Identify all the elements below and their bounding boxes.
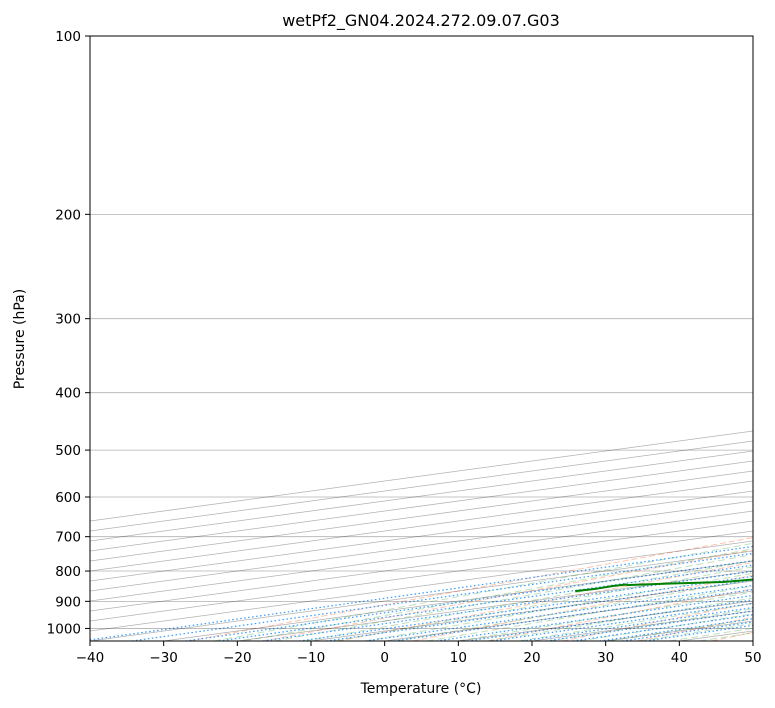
moist-adiabat bbox=[244, 548, 753, 641]
x-tick-label: 30 bbox=[597, 650, 614, 666]
pressure-grid bbox=[90, 36, 753, 629]
y-tick-label: 500 bbox=[55, 443, 81, 459]
mixing-ratio-line bbox=[90, 545, 753, 641]
mixing-ratio-line bbox=[522, 606, 753, 641]
moist-adiabat bbox=[365, 572, 753, 641]
x-tick-label: −30 bbox=[149, 650, 178, 666]
mixing-ratio-line bbox=[185, 560, 753, 641]
isotherm bbox=[752, 640, 753, 641]
moist-adiabat bbox=[274, 554, 753, 641]
x-tick-label: 20 bbox=[523, 650, 540, 666]
x-tick-label: −40 bbox=[76, 650, 105, 666]
y-tick-label: 1000 bbox=[47, 621, 81, 637]
y-tick-label: 600 bbox=[55, 490, 81, 506]
mixing-ratio-line bbox=[492, 602, 753, 641]
y-tick-label: 300 bbox=[55, 312, 81, 328]
y-axis-label: Pressure (hPa) bbox=[12, 289, 28, 389]
mixing-ratio-line bbox=[467, 599, 753, 641]
mixing-ratio-line bbox=[546, 610, 753, 641]
moist-adiabat bbox=[214, 542, 753, 641]
plot-frame bbox=[89, 35, 754, 642]
y-tick-label: 100 bbox=[55, 29, 81, 45]
moist-adiabat bbox=[334, 566, 753, 641]
isotherm bbox=[90, 530, 753, 622]
x-tick-label: 0 bbox=[380, 650, 389, 666]
isotherm bbox=[90, 510, 753, 602]
plot-background bbox=[90, 36, 753, 641]
isotherm bbox=[90, 480, 753, 572]
mixing-ratio-line bbox=[131, 552, 753, 641]
x-tick-label: −10 bbox=[297, 650, 326, 666]
background-lines bbox=[90, 430, 753, 641]
y-tick-label: 400 bbox=[55, 386, 81, 402]
x-tick-label: 40 bbox=[671, 650, 688, 666]
isotherm bbox=[90, 500, 753, 592]
x-tick-label: −20 bbox=[223, 650, 252, 666]
y-tick-label: 700 bbox=[55, 530, 81, 546]
y-axis-ticks: 100 200 300 400 500 600 700 800 900 1000 bbox=[47, 29, 90, 637]
isotherm bbox=[90, 450, 753, 542]
x-tick-label: 50 bbox=[744, 650, 761, 666]
x-axis-ticks: −40 −30 −20 −10 0 10 20 30 40 50 bbox=[76, 641, 762, 666]
isotherm bbox=[90, 520, 753, 612]
y-tick-label: 200 bbox=[55, 207, 81, 223]
x-tick-label: 10 bbox=[450, 650, 467, 666]
isotherm bbox=[90, 470, 753, 562]
moist-adiabat bbox=[457, 591, 753, 641]
dry-adiabat bbox=[188, 537, 753, 641]
y-tick-label: 800 bbox=[55, 564, 81, 580]
x-axis-label: Temperature (°C) bbox=[360, 681, 482, 697]
mixing-ratio-line bbox=[436, 594, 753, 641]
isotherm bbox=[90, 490, 753, 582]
moist-adiabat bbox=[426, 585, 753, 641]
y-tick-label: 900 bbox=[55, 594, 81, 610]
chart-title: wetPf2_GN04.2024.272.09.07.G03 bbox=[282, 11, 560, 31]
isotherm bbox=[90, 460, 753, 552]
